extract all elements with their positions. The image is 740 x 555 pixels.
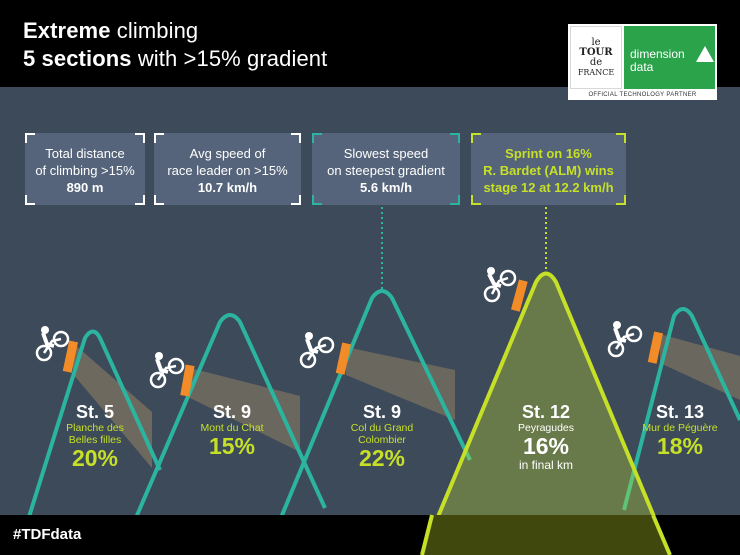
stat-label: stage 12 at 12.2 km/h [483, 180, 614, 195]
stage-number: St. 13 [655, 402, 705, 422]
climb-label-st12: St. 12 Peyragudes 16% in final km [518, 402, 574, 472]
mountain-3 [278, 289, 472, 521]
stat-label: Total distance [45, 146, 125, 161]
climb-name: Planche des [66, 422, 124, 434]
gradient-value: 22% [358, 445, 406, 471]
stage-number: St. 9 [362, 402, 402, 422]
stat-label: on steepest gradient [327, 163, 445, 178]
gradient-marker-2 [180, 364, 195, 397]
climb-label-st9-mont-du-chat: St. 9 Mont du Chat 15% [200, 402, 263, 459]
stage-number: St. 12 [521, 402, 571, 422]
stat-box-total-distance: Total distance of climbing >15% 890 m [25, 133, 145, 205]
gradient-marker-5 [647, 331, 664, 364]
dimension-data-triangle-icon [696, 46, 714, 62]
climb-name: Peyragudes [517, 422, 575, 434]
sponsor-logo: le TOUR de FRANCE dimension data OFFICIA… [568, 24, 717, 100]
speed-beam-5 [660, 334, 740, 400]
stat-label: Sprint on 16% [505, 146, 592, 161]
climb-label-st5: St. 5 Planche des Belles filles 20% [66, 402, 124, 471]
footer-bar: #TDFdata [0, 515, 740, 555]
climb-name: Mur de Péguère [642, 422, 718, 434]
mountain-2 [133, 313, 327, 521]
climb-note: in final km [518, 458, 574, 472]
stat-label: Avg speed of [189, 146, 266, 161]
cyclist-icon [149, 352, 185, 389]
logo-text: FRANCE [577, 67, 615, 77]
climb-name: Belles filles [68, 434, 122, 446]
logo-text: data [630, 60, 654, 74]
logo-text: dimension [630, 47, 685, 61]
page-title: Extreme climbing 5 sections with >15% gr… [23, 18, 328, 71]
stat-value: 10.7 km/h [197, 180, 258, 195]
climb-label-st9-grand-colombier: St. 9 Col du Grand Colombier 22% [351, 402, 413, 471]
climb-name: Colombier [358, 434, 406, 446]
gradient-value: 16% [522, 433, 570, 459]
stat-box-slowest-speed: Slowest speed on steepest gradient 5.6 k… [312, 133, 460, 205]
cyclist-icon [607, 321, 643, 358]
stage-number: St. 5 [75, 402, 115, 422]
logo-text: le [591, 36, 601, 48]
speed-beam-1 [73, 343, 152, 468]
stat-label: race leader on >15% [167, 163, 288, 178]
stat-label: of climbing >15% [35, 163, 135, 178]
mountain-1 [26, 329, 162, 521]
gradient-value: 20% [71, 445, 119, 471]
mountain-4-highlight [419, 271, 673, 555]
stat-box-avg-speed: Avg speed of race leader on >15% 10.7 km… [154, 133, 301, 205]
hashtag: #TDFdata [13, 526, 82, 543]
gradient-value: 15% [208, 433, 256, 459]
climb-name: Mont du Chat [200, 422, 264, 434]
gradient-value: 18% [656, 433, 704, 459]
tour-de-france-logo: le TOUR de FRANCE [570, 26, 622, 89]
speed-beam-3 [346, 347, 455, 420]
mountain-5 [622, 307, 740, 511]
gradient-marker-3 [335, 342, 352, 375]
stat-label: Slowest speed [343, 146, 429, 161]
stat-box-sprint: Sprint on 16% R. Bardet (ALM) wins stage… [471, 133, 626, 205]
dimension-data-logo: dimension data [624, 26, 715, 89]
cyclist-icon [483, 267, 517, 303]
stage-number: St. 9 [212, 402, 252, 422]
climb-label-st13: St. 13 Mur de Péguère 18% [642, 402, 717, 459]
logo-text: de [589, 56, 603, 68]
logo-text: TOUR [579, 46, 613, 58]
partner-label: OFFICIAL TECHNOLOGY PARTNER [588, 92, 697, 98]
stat-label: R. Bardet (ALM) wins [483, 163, 614, 178]
cyclist-icon [35, 326, 70, 362]
gradient-marker-4 [510, 279, 528, 312]
gradient-marker-1 [62, 340, 79, 373]
stat-value: 890 m [66, 180, 104, 195]
cyclist-icon [299, 332, 335, 369]
climb-name: Col du Grand [350, 422, 414, 434]
stat-value: 5.6 km/h [359, 180, 413, 195]
